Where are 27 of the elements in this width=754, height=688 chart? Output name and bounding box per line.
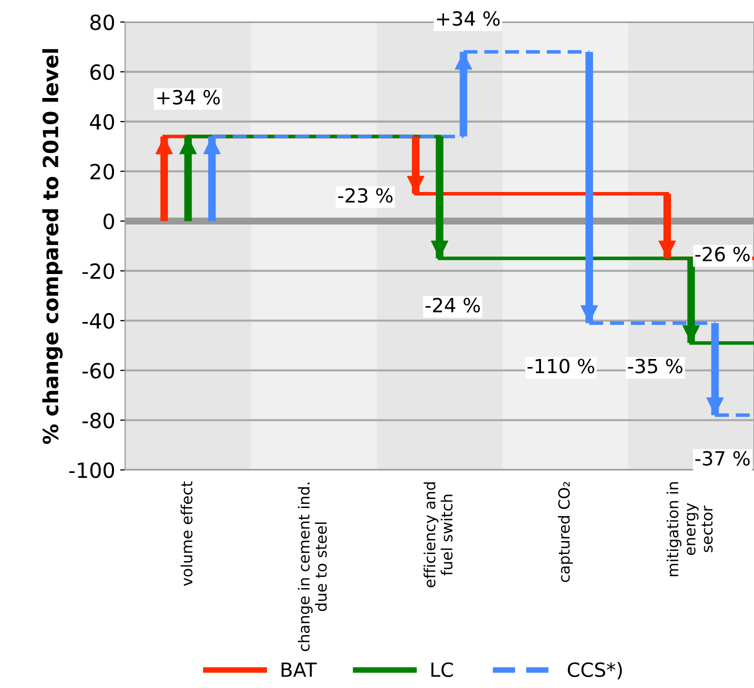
annotation: +34 % xyxy=(157,90,220,105)
y-tick-label: 20 xyxy=(90,164,114,180)
y-tick-label: 0 xyxy=(104,214,114,230)
legend-label: CCS*) xyxy=(568,662,622,680)
legend-label: BAT xyxy=(282,662,317,677)
y-axis-title: % change compared to 2010 level xyxy=(42,49,63,444)
y-tick-label: -60 xyxy=(82,362,114,379)
annotation: -110 % xyxy=(528,358,594,374)
x-tick-label: efficiency and fuel switch xyxy=(424,482,453,588)
x-tick-label: mitigation in energy sector xyxy=(666,482,713,576)
x-tick-label: change in cement ind. due to steel xyxy=(298,482,327,652)
annotation: -24 % xyxy=(426,298,480,313)
annotation: -35 % xyxy=(628,358,682,374)
y-tick-label: 60 xyxy=(90,64,114,80)
y-tick-label: 80 xyxy=(90,14,114,30)
annotation: +34 % xyxy=(437,11,500,26)
annotation: -23 % xyxy=(338,188,393,203)
legend-label: LC xyxy=(431,662,453,678)
y-tick-label: -20 xyxy=(82,263,114,280)
x-tick-label: captured CO₂ xyxy=(558,482,573,582)
x-tick-label: volume effect xyxy=(180,481,192,586)
y-tick-label: 40 xyxy=(90,114,114,130)
y-tick-label: -40 xyxy=(82,313,114,329)
annotation: -37 % xyxy=(695,450,750,466)
y-tick-label: -80 xyxy=(82,412,114,428)
annotation: -26 % xyxy=(695,246,750,262)
y-tick-label: -100 xyxy=(69,462,114,478)
